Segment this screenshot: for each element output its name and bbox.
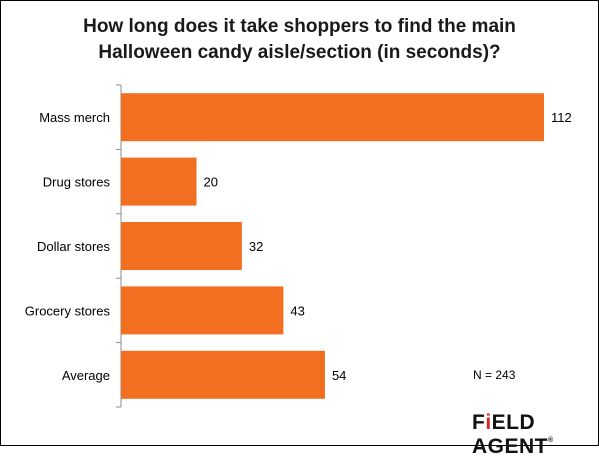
bar: [121, 350, 325, 399]
chart-title: How long does it take shoppers to find t…: [1, 14, 598, 66]
bar-chart: Mass merch 112 Drug stores 20 Dollar stores 3…: [25, 84, 572, 408]
data-label: 54: [332, 368, 346, 383]
data-label: 20: [204, 175, 218, 190]
field-agent-logo: FiELD AGENT®: [472, 411, 554, 458]
data-label: 32: [249, 239, 263, 254]
data-label: 43: [290, 303, 304, 318]
category-label: Mass merch: [39, 110, 110, 125]
sample-size-note: N = 243: [473, 368, 516, 382]
bar: [121, 157, 197, 206]
chart-title-line-2: Halloween candy aisle/section (in second…: [98, 42, 501, 63]
category-label: Grocery stores: [25, 303, 111, 318]
data-label: 112: [551, 110, 572, 125]
bar: [121, 93, 544, 142]
category-label: Average: [62, 368, 110, 383]
chart-title-line-1: How long does it take shoppers to find t…: [83, 16, 516, 37]
bar: [121, 222, 242, 270]
bar: [121, 286, 284, 335]
category-label: Drug stores: [43, 175, 111, 190]
category-label: Dollar stores: [37, 239, 110, 254]
